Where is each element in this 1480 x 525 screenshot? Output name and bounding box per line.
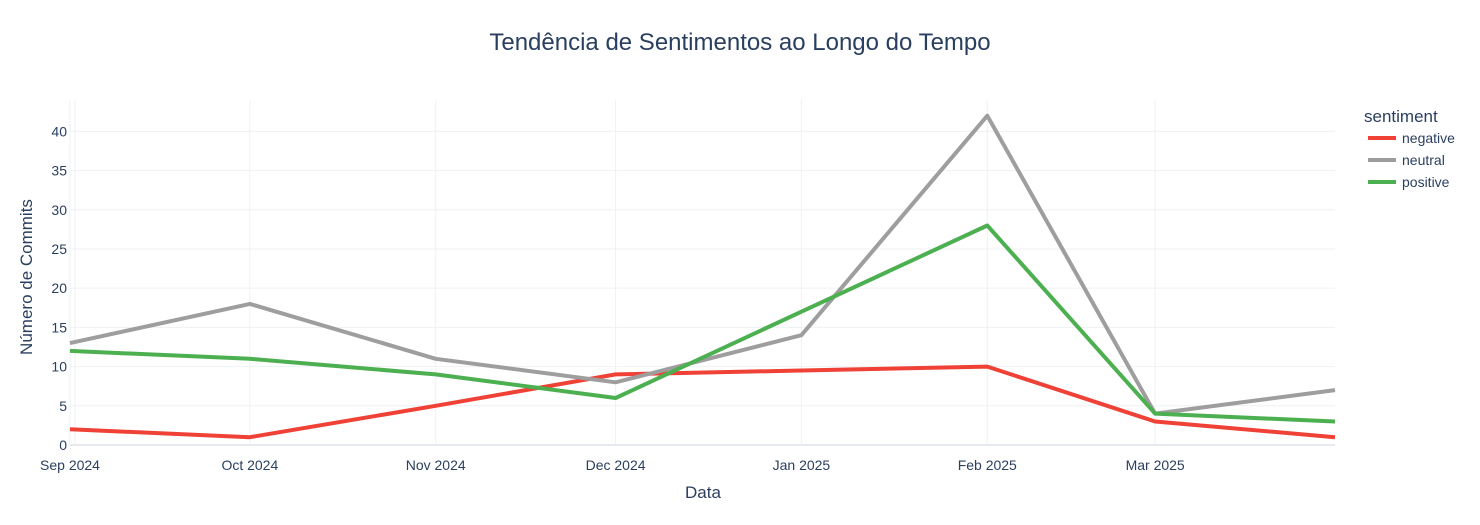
x-axis-title: Data [685, 483, 721, 502]
grid-lines [69, 100, 1335, 446]
y-tick-label: 40 [51, 123, 67, 139]
y-tick-label: 0 [59, 437, 67, 453]
y-tick-label: 30 [51, 202, 67, 218]
x-tick-label: Feb 2025 [958, 457, 1017, 473]
legend: sentiment negative neutral positive [1364, 107, 1455, 190]
y-tick-label: 10 [51, 359, 67, 375]
x-tick-label: Jan 2025 [773, 457, 831, 473]
series-line-neutral [69, 113, 1336, 416]
legend-label-negative: negative [1402, 130, 1455, 146]
y-tick-label: 5 [59, 398, 67, 414]
y-tick-label: 20 [51, 280, 67, 296]
legend-title: sentiment [1364, 107, 1438, 126]
x-tick-label: Oct 2024 [221, 457, 278, 473]
series-line-positive [69, 223, 1336, 424]
x-tick-label: Dec 2024 [586, 457, 646, 473]
legend-label-positive: positive [1402, 174, 1450, 190]
series-lines [69, 113, 1336, 440]
y-tick-label: 35 [51, 163, 67, 179]
legend-label-neutral: neutral [1402, 152, 1445, 168]
y-axis-ticks: 0 5 10 15 20 25 30 35 40 [51, 123, 67, 453]
x-axis-ticks: Sep 2024 Oct 2024 Nov 2024 Dec 2024 Jan 2025… [40, 457, 1185, 473]
y-tick-label: 15 [51, 319, 67, 335]
y-tick-label: 25 [51, 241, 67, 257]
series-line-negative [69, 364, 1336, 440]
x-tick-label: Sep 2024 [40, 457, 100, 473]
y-axis-title: Número de Commits [17, 199, 36, 355]
x-tick-label: Nov 2024 [406, 457, 466, 473]
x-tick-label: Mar 2025 [1126, 457, 1185, 473]
chart-title: Tendência de Sentimentos ao Longo do Tem… [489, 29, 990, 56]
